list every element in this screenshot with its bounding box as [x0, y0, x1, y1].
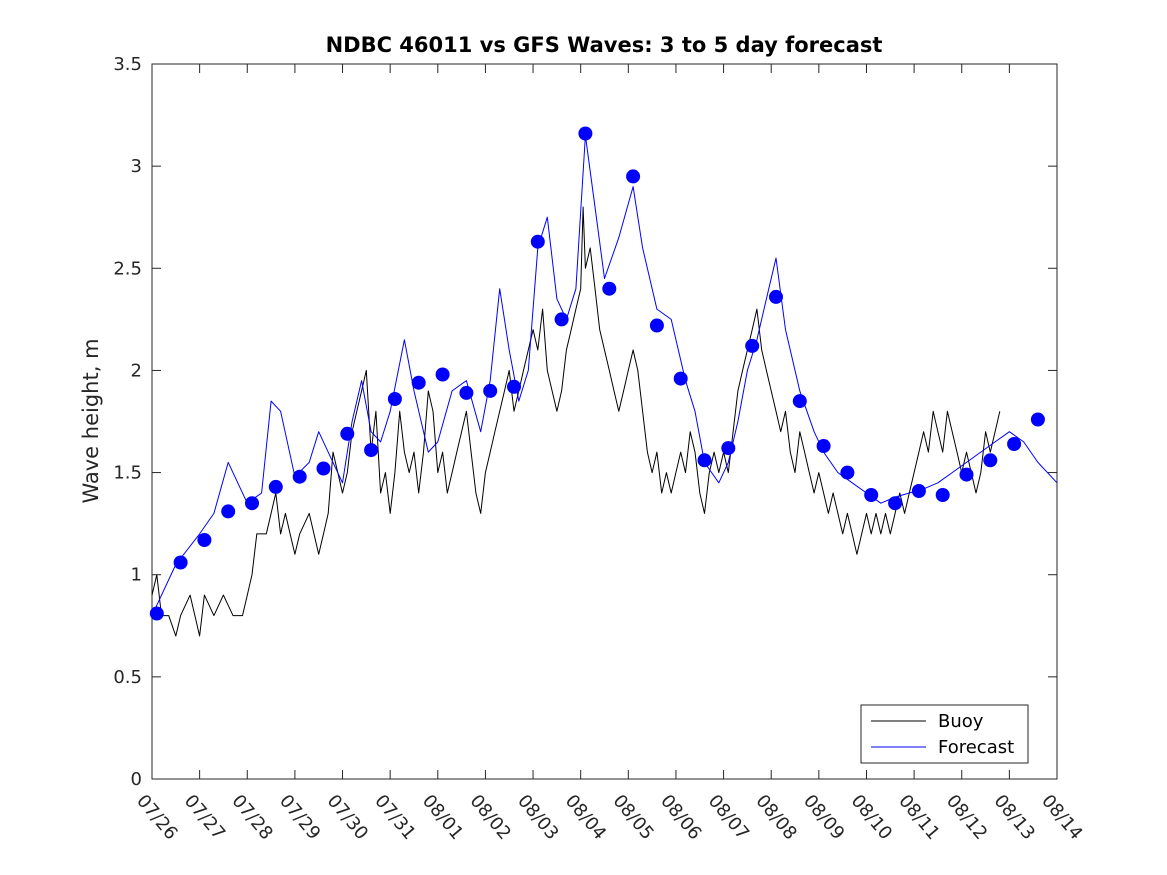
forecast-marker-layer: [149, 126, 1045, 621]
y-axis-label: Wave height, m: [79, 338, 103, 503]
x-tick-label: 08/08: [751, 791, 800, 844]
legend-box: [860, 704, 1029, 764]
forecast-marker: [459, 385, 474, 400]
forecast-marker: [792, 394, 807, 409]
forecast-marker: [1007, 437, 1022, 451]
forecast-marker: [316, 461, 331, 476]
forecast-marker: [268, 479, 283, 494]
y-tick-label: 2.5: [113, 258, 142, 279]
forecast-marker: [864, 488, 879, 502]
forecast-marker: [149, 606, 164, 621]
y-tick-label: 1: [131, 565, 142, 586]
x-tick-label: 08/01: [418, 791, 467, 844]
forecast-marker: [959, 467, 974, 482]
series-layer: [151, 135, 1058, 637]
y-tick-label: 1.5: [113, 463, 142, 484]
forecast-marker: [721, 441, 736, 456]
plot-frame: [151, 63, 1058, 780]
forecast-marker: [245, 496, 259, 511]
forecast-marker: [697, 453, 712, 468]
x-tick-label: 07/31: [370, 791, 419, 844]
x-tick-label: 08/06: [656, 791, 705, 844]
forecast-marker: [364, 443, 379, 458]
forecast-marker: [840, 465, 855, 480]
x-tick-label: 08/14: [1037, 791, 1086, 844]
forecast-marker: [911, 484, 926, 498]
x-tick-label: 08/05: [608, 791, 657, 844]
forecast-marker: [1030, 412, 1045, 427]
x-tick-label: 08/10: [847, 791, 896, 844]
x-tick-label: 07/30: [323, 791, 372, 844]
forecast-marker: [411, 375, 426, 390]
x-tick-label: 08/02: [466, 791, 515, 844]
forecast-marker: [769, 289, 783, 304]
forecast-marker: [340, 426, 355, 441]
x-tick-label: 07/28: [227, 791, 276, 844]
forecast-marker: [602, 281, 617, 296]
legend: Buoy Forecast: [860, 704, 1029, 764]
forecast-marker: [673, 371, 688, 386]
y-tick-label: 2: [131, 360, 142, 381]
forecast-marker: [888, 496, 903, 511]
forecast-marker: [554, 312, 569, 327]
forecast-marker: [745, 338, 760, 353]
forecast-marker: [530, 234, 545, 249]
x-tick-label: 07/26: [132, 791, 181, 844]
forecast-marker: [197, 533, 212, 547]
x-tick-label: 08/11: [894, 791, 943, 844]
y-tick-label: 3.5: [113, 54, 142, 75]
x-tick-label: 08/04: [561, 791, 610, 844]
y-tick-label: 0.5: [113, 667, 142, 688]
forecast-marker: [507, 379, 521, 394]
forecast-marker: [292, 469, 307, 484]
x-tick-label: 08/13: [990, 791, 1039, 844]
y-tick-label: 3: [131, 156, 142, 177]
forecast-marker: [221, 504, 236, 519]
forecast-marker: [578, 126, 593, 141]
y-axis: 0 0.5 1 1.5 2 2.5 3 3.5: [113, 54, 1057, 790]
x-tick-label: 07/27: [180, 791, 229, 844]
legend-forecast-label: Forecast: [938, 737, 1014, 758]
forecast-marker: [935, 488, 950, 502]
forecast-marker: [435, 367, 450, 382]
x-tick-label: 07/29: [275, 791, 324, 844]
x-tick-label: 08/09: [799, 791, 848, 844]
chart-title: NDBC 46011 vs GFS Waves: 3 to 5 day fore…: [326, 33, 883, 57]
forecast-marker: [173, 555, 188, 570]
forecast-marker: [649, 318, 664, 333]
x-tick-label: 08/12: [942, 791, 991, 844]
plot-area: [149, 63, 1058, 780]
y-tick-label: 0: [131, 769, 142, 790]
forecast-marker: [983, 453, 998, 468]
x-tick-label: 08/03: [513, 791, 562, 844]
series-line-forecast: [151, 135, 1058, 616]
forecast-marker: [626, 169, 641, 184]
x-tick-label: 08/07: [704, 791, 753, 844]
series-line-buoy: [151, 206, 1001, 637]
forecast-marker: [816, 439, 831, 453]
legend-buoy-label: Buoy: [938, 711, 984, 732]
forecast-marker: [483, 383, 498, 398]
forecast-marker: [387, 392, 402, 406]
